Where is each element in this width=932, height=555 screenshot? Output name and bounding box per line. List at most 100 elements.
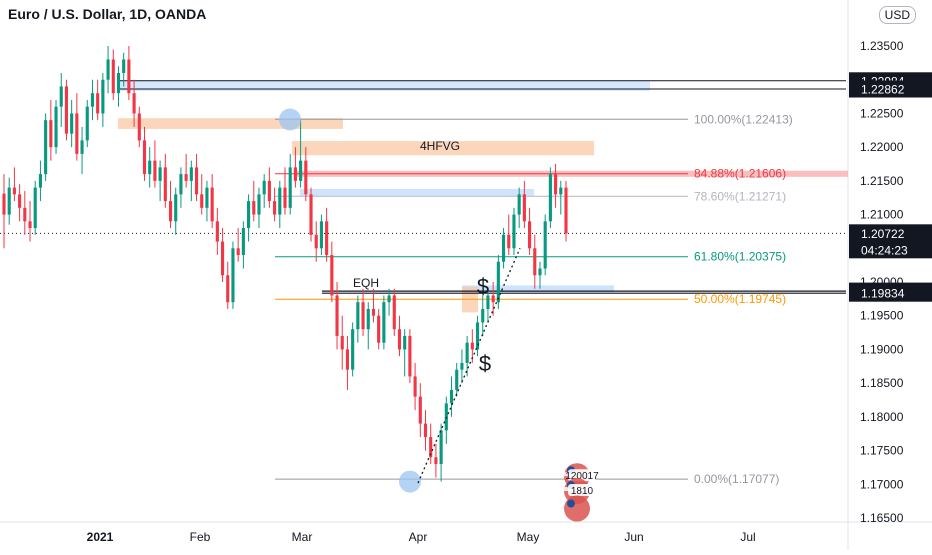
candle-body: [7, 187, 11, 215]
candle-body: [127, 59, 131, 94]
candle-body: [314, 234, 318, 249]
candle-body: [278, 187, 282, 215]
currency-button[interactable]: USD: [878, 6, 916, 24]
candle-body: [215, 221, 219, 242]
candle-body: [507, 234, 511, 249]
candle-body: [439, 430, 443, 465]
candle-body: [247, 201, 251, 229]
candle-body: [392, 295, 396, 330]
candle-body: [345, 349, 350, 370]
candle-body: [153, 160, 157, 181]
fib-label: 84.88%(1.21606): [694, 167, 786, 181]
candle-body: [351, 329, 355, 370]
candle-body: [377, 315, 381, 343]
candle-body: [288, 167, 292, 208]
price-tag-label: 1.20722: [861, 227, 905, 241]
candle-body: [460, 362, 464, 370]
candle-body: [137, 113, 141, 141]
y-tick-label: 1.17000: [860, 477, 904, 491]
candle-body: [496, 261, 500, 303]
y-tick-label: 1.18000: [860, 410, 904, 424]
candle-body: [486, 295, 490, 309]
x-tick-label: Apr: [409, 530, 428, 544]
candle-body: [538, 268, 542, 276]
candle-body: [200, 194, 204, 208]
candle-body: [449, 389, 454, 404]
candle-body: [132, 93, 136, 114]
candle-body: [2, 193, 6, 215]
fib-label: 50.00%(1.19745): [694, 292, 786, 306]
x-tick-label: May: [517, 530, 540, 544]
flag-badge-canton: [567, 499, 575, 508]
candle-body: [163, 167, 167, 202]
candle-body: [44, 120, 48, 175]
candle-body: [403, 335, 407, 350]
y-tick-label: 1.19000: [860, 342, 904, 356]
flag-badge-label: 120017: [565, 471, 599, 482]
x-tick-label: Mar: [292, 530, 313, 544]
candle-body: [554, 174, 558, 195]
candle-body: [205, 187, 209, 208]
swing-low-marker: [399, 470, 421, 493]
candle-body: [96, 93, 100, 114]
candle-body: [455, 369, 459, 390]
flag-badge-label: 1810: [571, 486, 594, 497]
price-tag: [849, 80, 932, 98]
price-tag-label: 1.19834: [861, 287, 905, 301]
candle-body: [168, 201, 173, 222]
candle-body: [564, 187, 568, 234]
candle-body: [142, 140, 147, 175]
candle-body: [533, 248, 537, 276]
candle-body: [397, 329, 402, 350]
supply-zone: [118, 118, 343, 129]
candle-body: [28, 221, 32, 229]
candle-body: [293, 167, 297, 181]
candle-body: [106, 59, 110, 80]
candle-body: [252, 201, 256, 215]
candle-body: [179, 174, 183, 195]
candle-body: [408, 335, 412, 377]
candle-body: [18, 194, 22, 208]
candle-body: [309, 194, 313, 235]
x-tick-label: 2021: [87, 530, 114, 544]
candle-body: [319, 221, 323, 249]
candle-body: [470, 342, 474, 350]
y-tick-label: 1.16500: [860, 511, 904, 525]
candle-body: [267, 180, 271, 202]
fib-label: 61.80%(1.20375): [694, 250, 786, 264]
candle-body: [465, 342, 469, 363]
candle-body: [335, 295, 339, 336]
flag-badge-label-bg: [568, 484, 596, 497]
candle-body: [54, 106, 58, 148]
candle-body: [148, 160, 152, 175]
candle-body: [517, 194, 521, 215]
price-tag: [849, 284, 932, 302]
price-tag: [849, 224, 932, 259]
candle-body: [184, 174, 188, 181]
candle-body: [501, 234, 506, 262]
x-tick-label: Jul: [740, 530, 755, 544]
candle-body: [304, 160, 308, 195]
candle-body: [189, 167, 193, 181]
candle-body: [387, 295, 391, 303]
candle-body: [75, 113, 79, 154]
y-tick-label: 1.21500: [860, 174, 904, 188]
fib-label: 100.00%(1.22413): [694, 112, 793, 126]
candle-body: [559, 187, 563, 195]
price-tag-label: 1.22862: [861, 83, 905, 97]
candle-body: [38, 174, 42, 188]
candle-body: [491, 295, 495, 303]
fvg-zone: [292, 141, 594, 156]
candle-body: [423, 423, 428, 438]
y-tick-label: 1.23500: [860, 39, 904, 53]
candle-body: [241, 228, 245, 256]
candle-body: [257, 194, 261, 215]
candle-body: [273, 201, 277, 215]
y-tick-label: 1.17500: [860, 444, 904, 458]
eqh-label: EQH: [353, 276, 379, 290]
candle-body: [33, 187, 37, 229]
candle-body: [512, 214, 516, 249]
fib-label: 78.60%(1.21271): [694, 189, 786, 203]
